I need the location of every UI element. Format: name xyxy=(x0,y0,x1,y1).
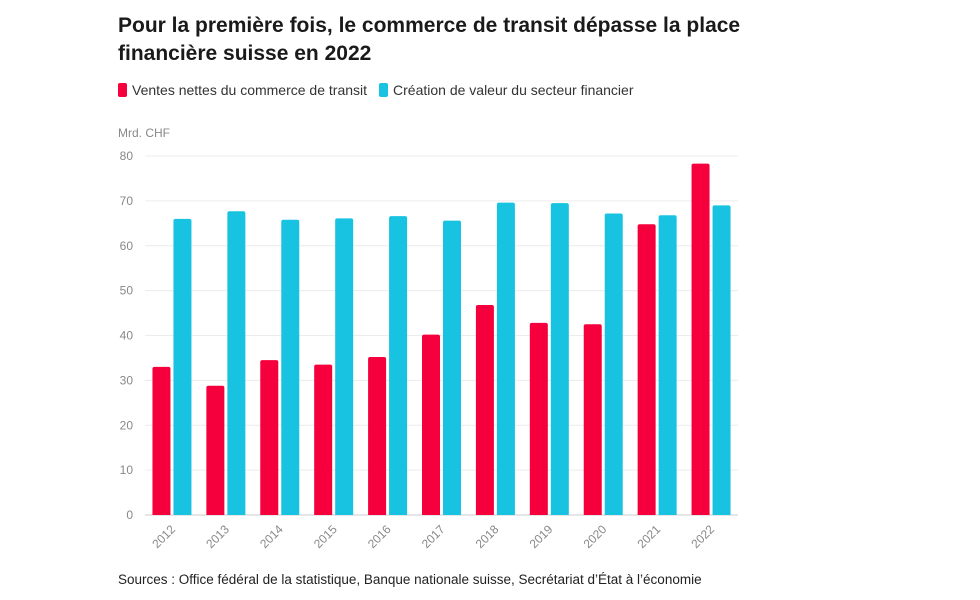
legend-swatch-finance xyxy=(379,83,389,97)
legend-item-transit: Ventes nettes du commerce de transit xyxy=(118,82,367,98)
bar-transit xyxy=(529,322,548,515)
y-tick-label: 10 xyxy=(120,463,134,477)
y-tick-label: 60 xyxy=(120,239,134,253)
bar-finance xyxy=(658,215,677,516)
bar-transit xyxy=(422,334,440,515)
bar-finance xyxy=(335,218,354,515)
bar-finance xyxy=(389,216,408,515)
legend-label-transit: Ventes nettes du commerce de transit xyxy=(132,82,368,98)
bar-transit xyxy=(152,366,171,515)
bar-transit xyxy=(583,324,602,515)
bar-finance xyxy=(712,205,731,516)
y-axis-unit: Mrd. CHF xyxy=(118,126,170,140)
bar-transit xyxy=(314,364,333,515)
bar-finance xyxy=(443,220,461,515)
chart-title: Pour la première fois, le commerce de tr… xyxy=(118,14,741,65)
y-tick-label: 20 xyxy=(120,418,134,432)
legend: Ventes nettes du commerce de transit Cré… xyxy=(118,82,645,98)
x-tick-label: 2016 xyxy=(365,522,394,551)
bar-transit xyxy=(260,360,279,515)
x-tick-label: 2015 xyxy=(311,522,340,551)
bar-finance xyxy=(281,219,300,515)
bar-chart: 0 10 20 30 40 50 60 70 80 2012 2013 2014 2015 2016 201… xyxy=(120,149,738,551)
y-tick-label: 50 xyxy=(120,284,134,298)
x-tick-label: 2021 xyxy=(634,522,663,551)
x-tick-label: 2019 xyxy=(527,522,556,551)
bar-transit xyxy=(691,163,710,515)
source-note: Sources : Office fédéral de la statistiq… xyxy=(118,572,702,587)
legend-swatch-transit xyxy=(118,83,127,97)
legend-label-finance: Création de valeur du secteur financier xyxy=(393,82,634,98)
bar-finance xyxy=(604,213,623,515)
legend-item-finance: Création de valeur du secteur financier xyxy=(379,82,633,98)
x-tick-label: 2013 xyxy=(203,522,232,551)
bar-transit xyxy=(475,304,494,515)
bar-transit xyxy=(637,224,656,515)
bar-transit xyxy=(368,357,387,515)
x-tick-label: 2014 xyxy=(257,522,286,551)
y-tick-label: 40 xyxy=(120,329,134,343)
y-tick-label: 70 xyxy=(120,194,134,208)
bar-finance xyxy=(550,203,569,515)
bar-finance xyxy=(496,202,515,516)
bar-transit xyxy=(206,385,225,515)
y-tick-label: 30 xyxy=(120,373,134,387)
bar-finance xyxy=(173,218,192,515)
bar-finance xyxy=(227,211,246,516)
x-tick-label: 2012 xyxy=(149,522,178,551)
x-tick-label: 2022 xyxy=(688,522,717,551)
x-tick-label: 2018 xyxy=(473,522,502,551)
y-tick-label: 0 xyxy=(126,508,133,522)
y-tick-label: 80 xyxy=(120,149,134,163)
x-tick-label: 2020 xyxy=(581,522,610,551)
x-tick-label: 2017 xyxy=(419,522,448,551)
